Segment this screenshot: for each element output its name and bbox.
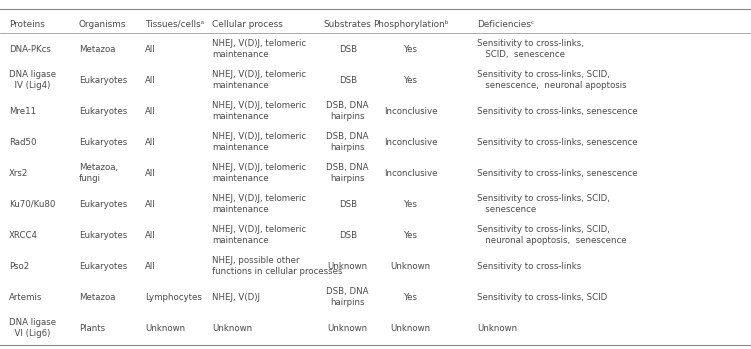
Text: Cellular process: Cellular process	[212, 20, 282, 29]
Text: DNA ligase
  IV (Lig4): DNA ligase IV (Lig4)	[9, 70, 56, 90]
Text: Sensitivity to cross-links, SCID,
   senescence,  neuronal apoptosis: Sensitivity to cross-links, SCID, senesc…	[477, 70, 626, 90]
Text: Tissues/cellsᵃ: Tissues/cellsᵃ	[145, 20, 204, 29]
Text: DNA ligase
  VI (Lig6): DNA ligase VI (Lig6)	[9, 318, 56, 338]
Text: Eukaryotes: Eukaryotes	[79, 138, 127, 147]
Text: Yes: Yes	[404, 231, 418, 240]
Text: Artemis: Artemis	[9, 293, 42, 302]
Text: Unknown: Unknown	[145, 324, 185, 333]
Text: All: All	[145, 45, 155, 54]
Text: DSB, DNA
hairpins: DSB, DNA hairpins	[327, 133, 369, 152]
Text: DSB, DNA
hairpins: DSB, DNA hairpins	[327, 102, 369, 121]
Text: Inconclusive: Inconclusive	[384, 138, 438, 147]
Text: Rad50: Rad50	[9, 138, 37, 147]
Text: Sensitivity to cross-links, SCID: Sensitivity to cross-links, SCID	[477, 293, 607, 302]
Text: All: All	[145, 231, 155, 240]
Text: Xrs2: Xrs2	[9, 169, 29, 178]
Text: Metazoa,
fungi: Metazoa, fungi	[79, 163, 118, 183]
Text: Sensitivity to cross-links, senescence: Sensitivity to cross-links, senescence	[477, 169, 638, 178]
Text: Unknown: Unknown	[327, 262, 368, 271]
Text: All: All	[145, 262, 155, 271]
Text: Metazoa: Metazoa	[79, 45, 116, 54]
Text: Organisms: Organisms	[79, 20, 126, 29]
Text: Yes: Yes	[404, 200, 418, 209]
Text: NHEJ, V(D)J, telomeric
maintenance: NHEJ, V(D)J, telomeric maintenance	[212, 163, 306, 183]
Text: Inconclusive: Inconclusive	[384, 107, 438, 116]
Text: Inconclusive: Inconclusive	[384, 169, 438, 178]
Text: All: All	[145, 200, 155, 209]
Text: Unknown: Unknown	[327, 324, 368, 333]
Text: DSB: DSB	[339, 231, 357, 240]
Text: DSB, DNA
hairpins: DSB, DNA hairpins	[327, 288, 369, 307]
Text: NHEJ, V(D)J, telomeric
maintenance: NHEJ, V(D)J, telomeric maintenance	[212, 70, 306, 90]
Text: NHEJ, V(D)J, telomeric
maintenance: NHEJ, V(D)J, telomeric maintenance	[212, 133, 306, 152]
Text: Eukaryotes: Eukaryotes	[79, 200, 127, 209]
Text: Unknown: Unknown	[477, 324, 517, 333]
Text: Plants: Plants	[79, 324, 105, 333]
Text: DSB, DNA
hairpins: DSB, DNA hairpins	[327, 163, 369, 183]
Text: Sensitivity to cross-links, SCID,
   neuronal apoptosis,  senescence: Sensitivity to cross-links, SCID, neuron…	[477, 225, 626, 245]
Text: DSB: DSB	[339, 200, 357, 209]
Text: Substrates: Substrates	[324, 20, 372, 29]
Text: Yes: Yes	[404, 76, 418, 85]
Text: Unknown: Unknown	[212, 324, 252, 333]
Text: Mre11: Mre11	[9, 107, 36, 116]
Text: Eukaryotes: Eukaryotes	[79, 262, 127, 271]
Text: All: All	[145, 107, 155, 116]
Text: Phosphorylationᵇ: Phosphorylationᵇ	[373, 20, 448, 29]
Text: NHEJ, V(D)J: NHEJ, V(D)J	[212, 293, 260, 302]
Text: Sensitivity to cross-links, senescence: Sensitivity to cross-links, senescence	[477, 107, 638, 116]
Text: Deficienciesᶜ: Deficienciesᶜ	[477, 20, 534, 29]
Text: Sensitivity to cross-links, SCID,
   senescence: Sensitivity to cross-links, SCID, senesc…	[477, 194, 610, 214]
Text: DNA-PKcs: DNA-PKcs	[9, 45, 51, 54]
Text: Eukaryotes: Eukaryotes	[79, 107, 127, 116]
Text: Sensitivity to cross-links, senescence: Sensitivity to cross-links, senescence	[477, 138, 638, 147]
Text: Proteins: Proteins	[9, 20, 45, 29]
Text: Eukaryotes: Eukaryotes	[79, 76, 127, 85]
Text: DSB: DSB	[339, 45, 357, 54]
Text: Unknown: Unknown	[391, 324, 431, 333]
Text: All: All	[145, 169, 155, 178]
Text: DSB: DSB	[339, 76, 357, 85]
Text: Lymphocytes: Lymphocytes	[145, 293, 202, 302]
Text: Yes: Yes	[404, 45, 418, 54]
Text: Eukaryotes: Eukaryotes	[79, 231, 127, 240]
Text: Ku70/Ku80: Ku70/Ku80	[9, 200, 56, 209]
Text: XRCC4: XRCC4	[9, 231, 38, 240]
Text: All: All	[145, 138, 155, 147]
Text: NHEJ, V(D)J, telomeric
maintenance: NHEJ, V(D)J, telomeric maintenance	[212, 102, 306, 121]
Text: Pso2: Pso2	[9, 262, 29, 271]
Text: Metazoa: Metazoa	[79, 293, 116, 302]
Text: Sensitivity to cross-links: Sensitivity to cross-links	[477, 262, 581, 271]
Text: Yes: Yes	[404, 293, 418, 302]
Text: NHEJ, V(D)J, telomeric
maintenance: NHEJ, V(D)J, telomeric maintenance	[212, 225, 306, 245]
Text: Unknown: Unknown	[391, 262, 431, 271]
Text: NHEJ, V(D)J, telomeric
maintenance: NHEJ, V(D)J, telomeric maintenance	[212, 39, 306, 59]
Text: NHEJ, possible other
functions in cellular processes: NHEJ, possible other functions in cellul…	[212, 257, 342, 276]
Text: Sensitivity to cross-links,
   SCID,  senescence: Sensitivity to cross-links, SCID, senesc…	[477, 39, 584, 59]
Text: All: All	[145, 76, 155, 85]
Text: NHEJ, V(D)J, telomeric
maintenance: NHEJ, V(D)J, telomeric maintenance	[212, 194, 306, 214]
